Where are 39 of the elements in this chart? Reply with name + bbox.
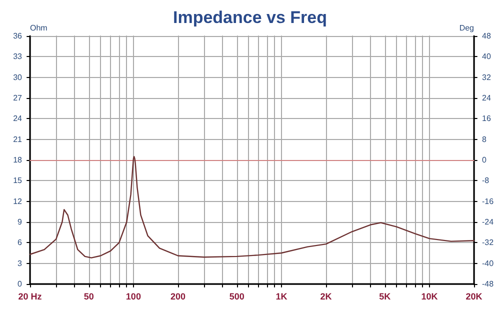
x-tick-label: 1K <box>276 292 288 302</box>
y2-tick-label: -16 <box>482 196 494 206</box>
x-tick-label: 20 Hz <box>18 292 42 302</box>
y-axis-title: Ohm <box>30 24 48 32</box>
y2-tick-label: 40 <box>482 52 492 62</box>
y-tick-label: 9 <box>18 218 23 226</box>
y-tick-label: 18 <box>13 156 23 164</box>
y2-tick-label: -24 <box>482 218 494 226</box>
y-tick-label: 27 <box>13 94 23 102</box>
y2-tick-label: 0 <box>482 156 487 164</box>
y-tick-label: 36 <box>13 32 23 40</box>
y2-tick-label: -32 <box>482 238 494 248</box>
chart-title: Impedance vs Freq <box>172 8 328 27</box>
y-tick-label: 21 <box>13 134 23 144</box>
y2-tick-label: -8 <box>482 176 490 186</box>
y-tick-label: 12 <box>13 196 23 206</box>
x-tick-label: 2K <box>320 292 332 302</box>
y2-tick-label: -40 <box>482 258 494 268</box>
y2-tick-label: 32 <box>482 72 492 82</box>
y2-tick-label: 48 <box>482 32 492 40</box>
x-tick-label: 100 <box>126 292 141 302</box>
y2-tick-label: 8 <box>482 134 487 144</box>
y2-tick-label: -48 <box>482 280 494 288</box>
y2-tick-label: 16 <box>482 114 492 124</box>
y-tick-label: 3 <box>18 258 23 268</box>
y-tick-label: 6 <box>18 238 23 248</box>
x-tick-label: 200 <box>170 292 186 302</box>
y-tick-label: 24 <box>13 114 23 124</box>
y-tick-label: 15 <box>13 176 23 186</box>
x-tick-label: 5K <box>379 292 392 302</box>
x-tick-label: 50 <box>84 292 94 302</box>
y2-axis-title: Deg <box>459 24 474 32</box>
y-tick-label: 33 <box>13 52 23 62</box>
x-tick-label: 500 <box>229 292 244 302</box>
y-tick-label: 30 <box>13 72 23 82</box>
y-tick-label: 0 <box>18 280 23 288</box>
x-tick-label: 10K <box>421 292 438 302</box>
y2-tick-label: 24 <box>482 94 492 102</box>
x-tick-label: 20K <box>466 292 483 302</box>
